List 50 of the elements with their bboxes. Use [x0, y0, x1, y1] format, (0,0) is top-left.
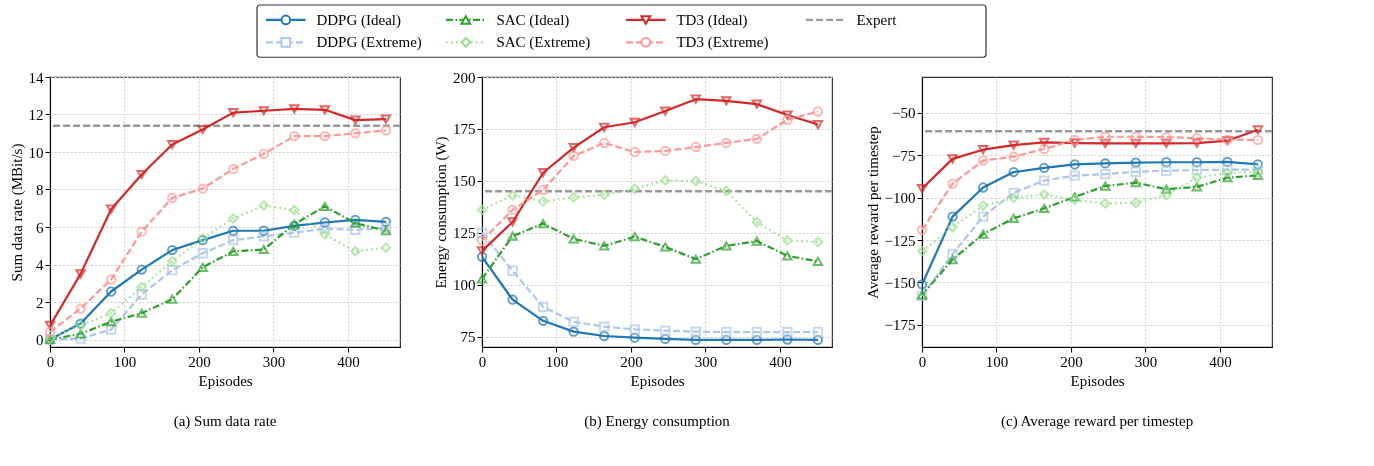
y-axis-title: Average reward per timestep — [864, 126, 881, 299]
x-tick-label: 100 — [113, 353, 137, 370]
legend-label: Expert — [856, 11, 898, 28]
x-axis-title: Episodes — [630, 372, 685, 389]
x-tick-label: 100 — [985, 353, 1009, 370]
y-tick-label: −50 — [892, 105, 916, 122]
text: (c) Average reward per timestep — [1001, 413, 1194, 430]
text: (a) Sum data rate — [173, 413, 277, 430]
y-tick-label: −175 — [884, 317, 916, 334]
legend-label: DDPG (Ideal) — [316, 11, 401, 29]
x-tick-label: 100 — [545, 353, 569, 370]
legend-label: TD3 (Extreme) — [676, 34, 769, 52]
x-tick-label: 200 — [1060, 353, 1083, 370]
y-tick-label: 2 — [36, 294, 44, 311]
text: (b) Energy consumption — [584, 413, 731, 430]
x-axis-title: Episodes — [198, 372, 253, 389]
x-tick-label: 400 — [769, 353, 792, 370]
y-tick-label: −150 — [884, 274, 916, 291]
y-tick-label: 125 — [453, 225, 476, 242]
y-tick-label: −125 — [884, 232, 916, 249]
x-tick-label: 300 — [262, 353, 286, 370]
y-tick-label: 100 — [453, 277, 476, 294]
y-tick-label: 6 — [36, 219, 45, 236]
y-tick-label: 150 — [453, 173, 476, 190]
x-tick-label: 0 — [478, 353, 487, 370]
y-axis-title: Energy consumption (W) — [433, 136, 451, 289]
y-tick-label: −75 — [892, 147, 916, 164]
y-tick-label: 75 — [460, 329, 476, 346]
y-tick-label: −100 — [884, 190, 916, 207]
x-tick-label: 300 — [1134, 353, 1158, 370]
x-tick-label: 200 — [188, 353, 211, 370]
y-tick-label: 4 — [36, 257, 45, 273]
y-tick-label: 10 — [28, 144, 44, 161]
x-tick-label: 400 — [337, 353, 360, 370]
y-tick-label: 8 — [36, 182, 44, 198]
x-tick-label: 300 — [694, 353, 718, 370]
y-tick-label: 14 — [28, 69, 45, 86]
y-tick-label: 12 — [28, 107, 44, 123]
x-axis-title: Episodes — [1070, 372, 1125, 389]
legend-label: TD3 (Ideal) — [676, 11, 748, 29]
legend-label: SAC (Ideal) — [496, 11, 570, 29]
y-tick-label: 175 — [453, 121, 476, 138]
legend-label: SAC (Extreme) — [496, 34, 591, 52]
y-axis-title: Sum data rate (MBit/s) — [8, 143, 26, 282]
legend-label: DDPG (Extreme) — [316, 34, 422, 52]
x-tick-label: 400 — [1209, 353, 1232, 370]
y-tick-label: 200 — [453, 69, 476, 86]
x-tick-label: 200 — [620, 353, 643, 370]
x-tick-label: 0 — [918, 353, 927, 370]
y-tick-label: 0 — [36, 332, 44, 348]
